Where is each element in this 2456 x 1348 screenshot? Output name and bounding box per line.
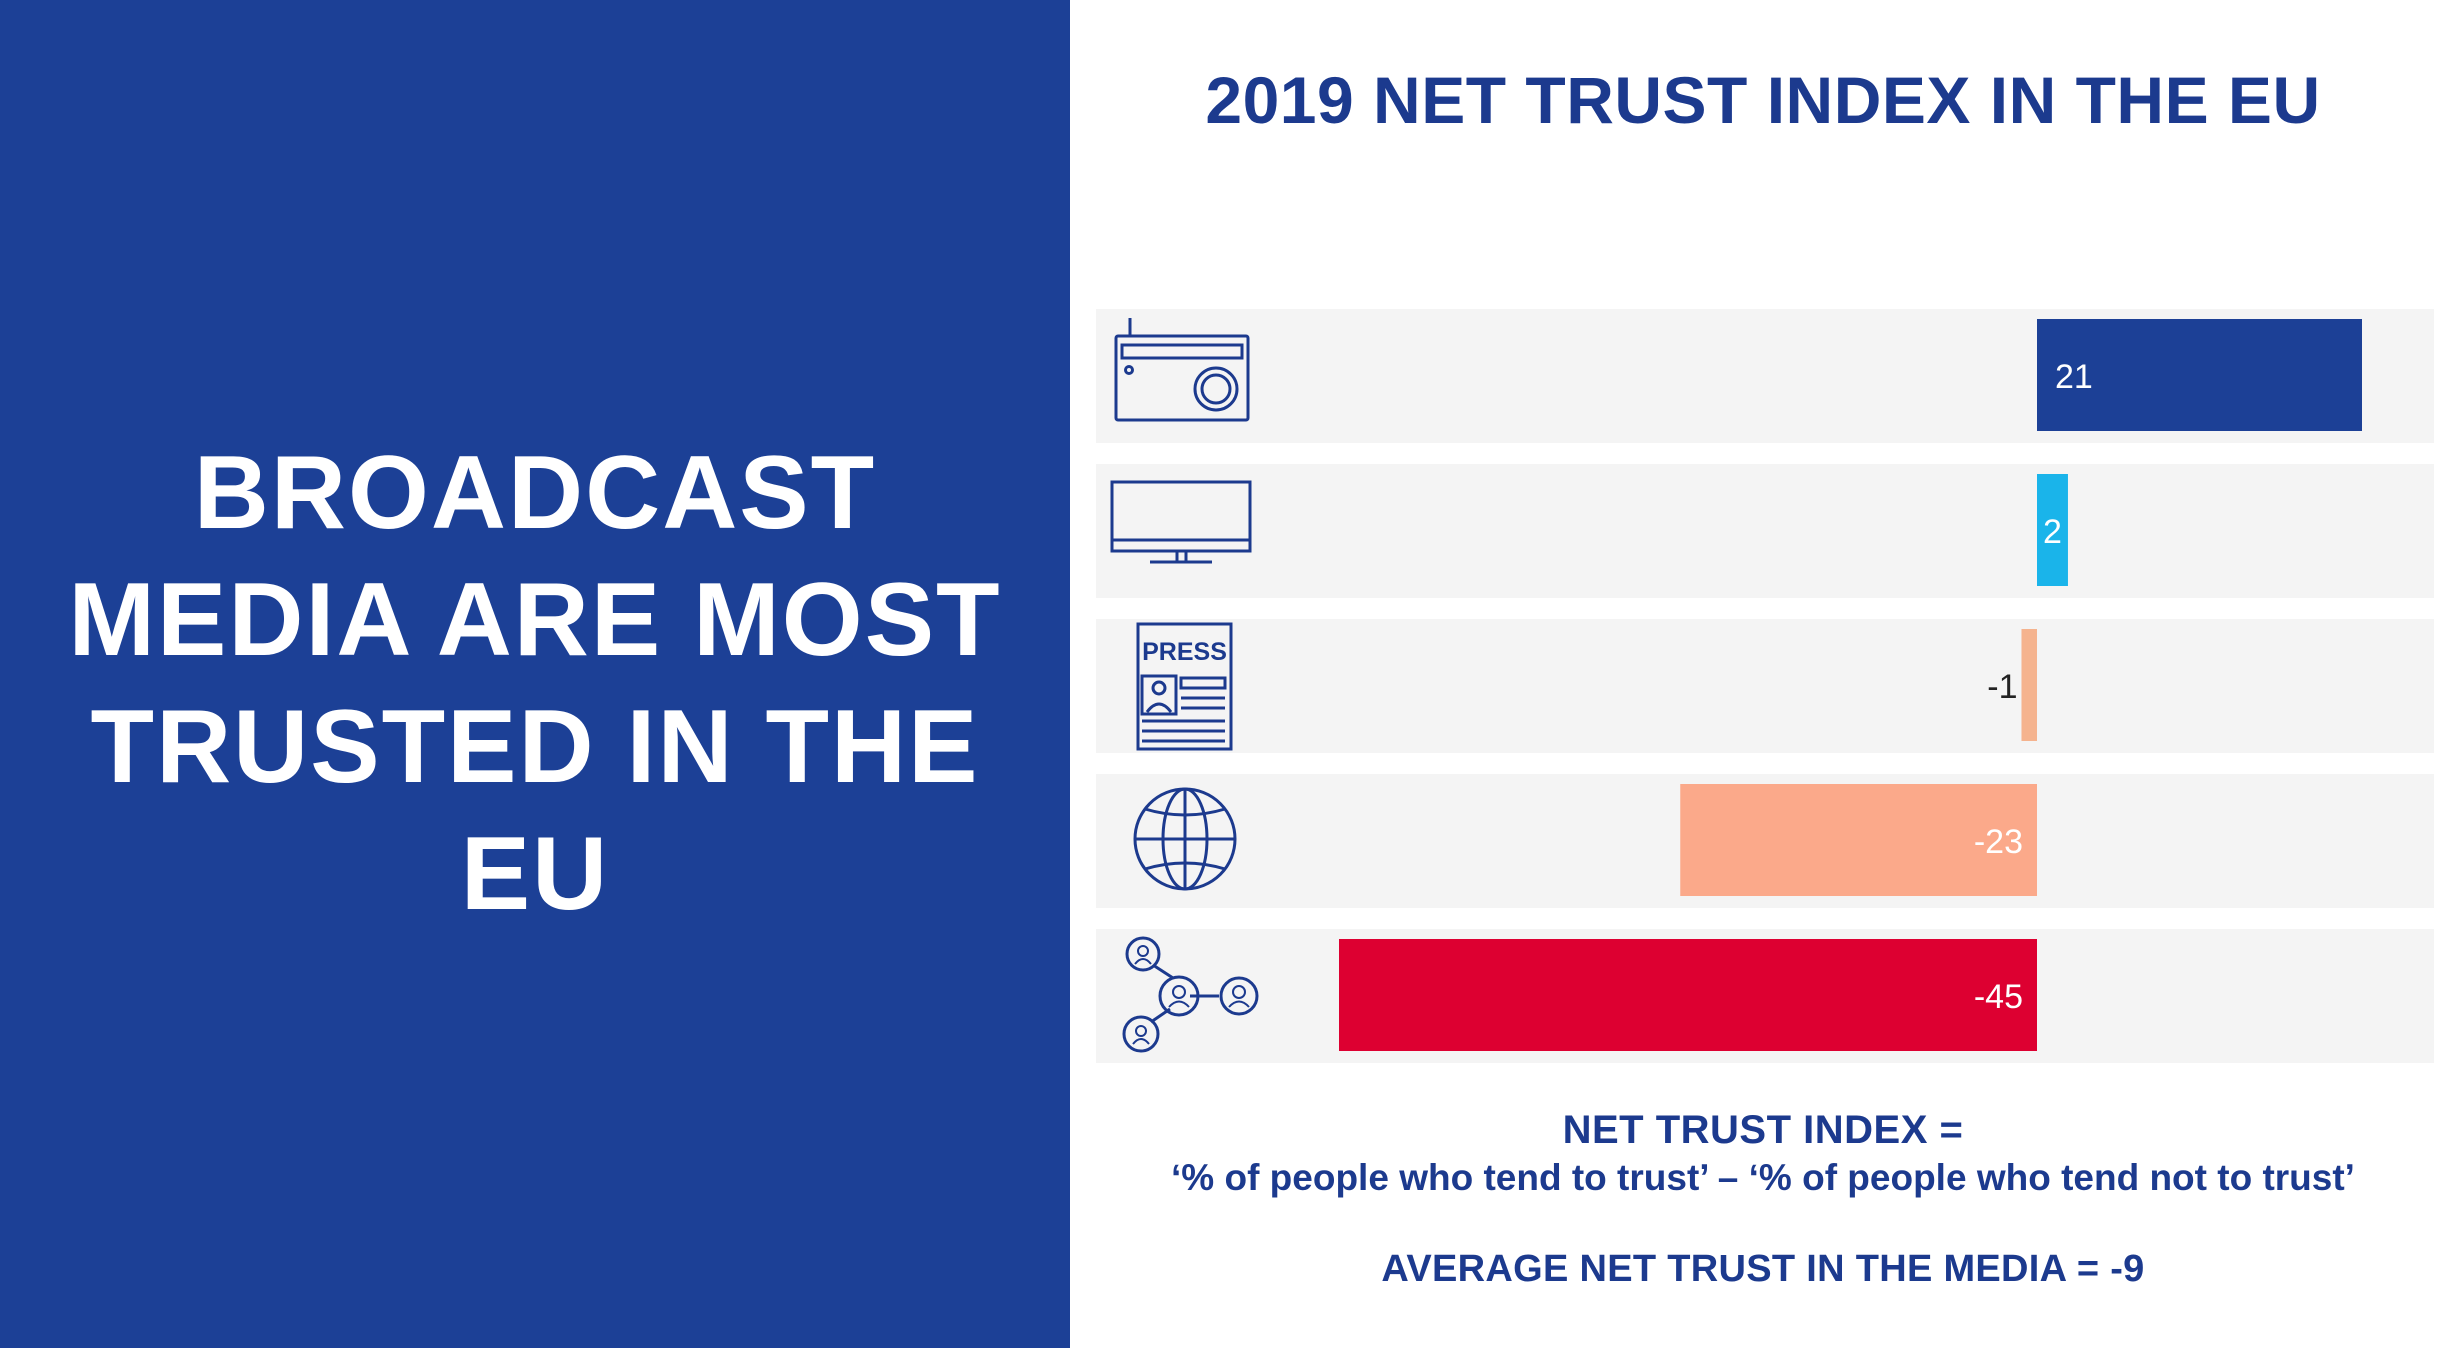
headline-line: BROADCAST <box>193 435 877 551</box>
bar-value-label: -23 <box>1974 823 2023 861</box>
bar-value-label: -1 <box>1987 668 2017 706</box>
average-net-trust: AVERAGE NET TRUST IN THE MEDIA = -9 <box>1381 1248 2145 1290</box>
left-panel: BROADCAST MEDIA ARE MOST TRUSTED IN THE … <box>0 0 1070 1348</box>
globe-icon <box>1133 787 1237 891</box>
chart-title: 2019 NET TRUST INDEX IN THE EU <box>1205 63 2321 137</box>
headline-line: TRUSTED IN THE <box>90 689 980 805</box>
bar-television <box>2037 474 2068 586</box>
definition-formula: ‘% of people who tend to trust’ – ‘% of … <box>1171 1157 2355 1198</box>
bar-social-networks <box>1339 939 2037 1051</box>
social-network-icon <box>1122 936 1259 1053</box>
headline-line: MEDIA ARE MOST <box>68 562 1002 678</box>
radio-icon <box>1114 318 1250 422</box>
bar-radio <box>2037 319 2362 431</box>
headline-line: EU <box>460 816 610 932</box>
chart-row-background <box>1096 464 2434 598</box>
definition-title: NET TRUST INDEX = <box>1562 1108 1964 1152</box>
press-icon-label: PRESS <box>1142 638 1227 666</box>
television-icon <box>1110 480 1252 564</box>
press-icon: PRESS <box>1136 622 1233 751</box>
bar-press <box>2021 629 2037 741</box>
bar-internet <box>1680 784 2037 896</box>
headline: BROADCAST MEDIA ARE MOST TRUSTED IN THE … <box>0 430 1070 938</box>
chart-row-background <box>1096 619 2434 753</box>
bar-value-label: -45 <box>1974 978 2023 1016</box>
bar-value-label: 2 <box>2043 513 2062 551</box>
bar-value-label: 21 <box>2055 358 2093 396</box>
